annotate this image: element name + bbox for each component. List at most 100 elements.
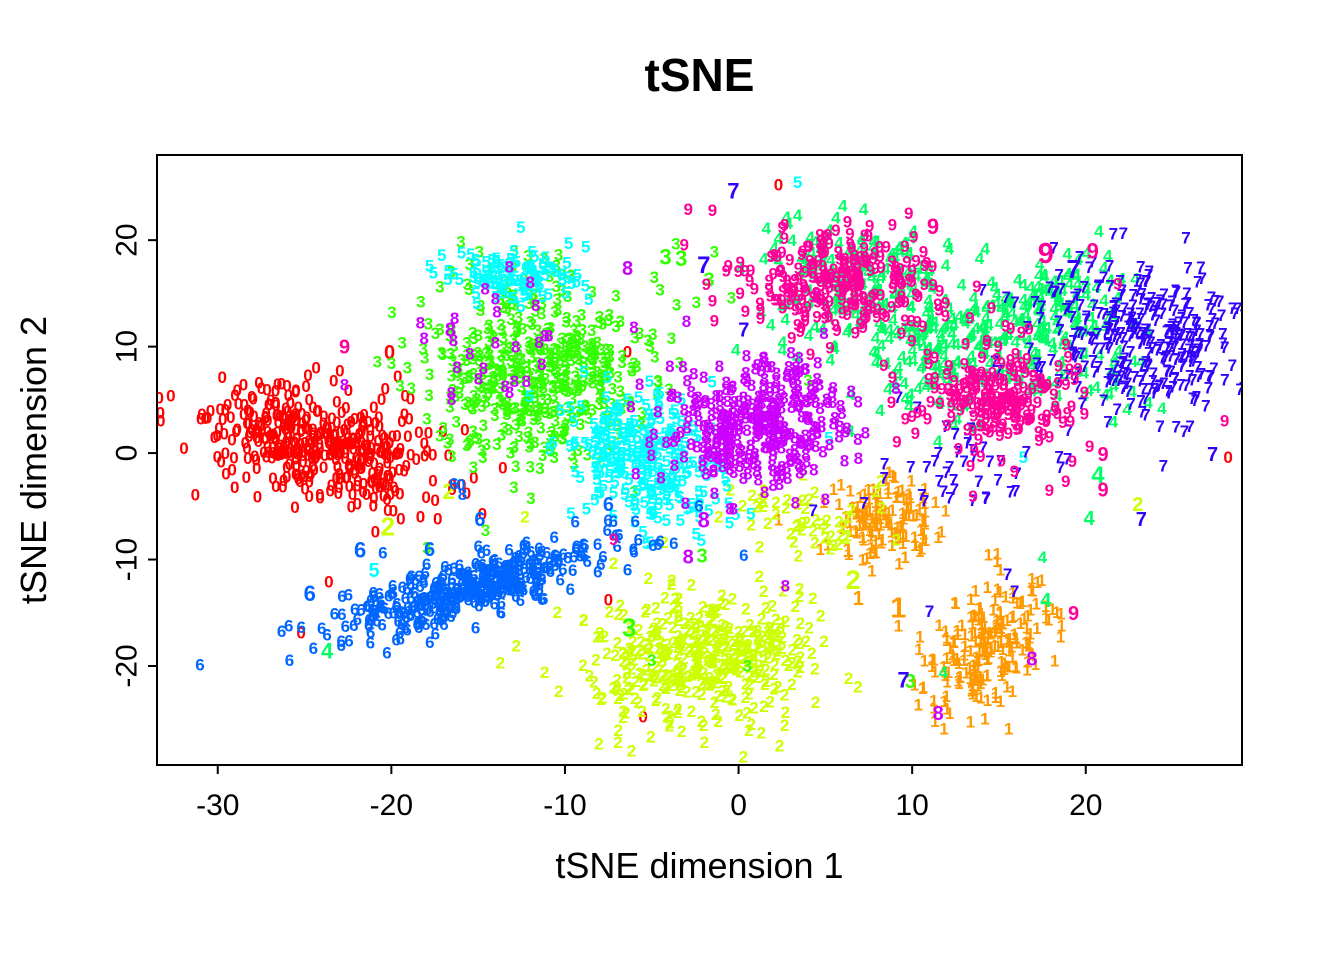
svg-text:3: 3	[560, 422, 569, 441]
svg-text:3: 3	[418, 339, 427, 358]
svg-text:2: 2	[768, 596, 777, 615]
svg-text:1: 1	[966, 713, 975, 732]
svg-text:7: 7	[1183, 259, 1192, 278]
svg-text:1: 1	[921, 531, 930, 550]
svg-text:2: 2	[753, 621, 762, 640]
svg-text:2: 2	[619, 605, 628, 624]
svg-text:1: 1	[977, 619, 986, 638]
svg-text:2: 2	[771, 493, 780, 512]
svg-text:8: 8	[834, 427, 843, 446]
svg-text:2: 2	[707, 653, 716, 672]
svg-text:0: 0	[447, 480, 456, 499]
svg-text:6: 6	[568, 561, 577, 580]
svg-text:9: 9	[831, 221, 840, 240]
svg-text:0: 0	[332, 469, 341, 488]
svg-text:2: 2	[811, 510, 820, 529]
svg-text:0: 0	[311, 359, 320, 378]
svg-text:3: 3	[560, 353, 569, 372]
svg-text:1: 1	[967, 682, 976, 701]
svg-text:3: 3	[592, 363, 601, 382]
svg-text:4: 4	[838, 302, 848, 321]
svg-text:7: 7	[1095, 304, 1104, 323]
svg-text:1: 1	[982, 650, 991, 669]
svg-text:7: 7	[1099, 391, 1108, 410]
svg-text:5: 5	[516, 218, 525, 237]
svg-text:0: 0	[385, 434, 394, 453]
svg-text:1: 1	[901, 490, 910, 509]
svg-text:0: 0	[294, 443, 303, 462]
svg-text:0: 0	[345, 477, 354, 496]
svg-text:5: 5	[564, 234, 573, 253]
svg-text:2: 2	[778, 628, 787, 647]
svg-text:1: 1	[904, 485, 913, 504]
svg-text:4: 4	[818, 258, 828, 277]
svg-text:1: 1	[996, 662, 1005, 681]
svg-text:3: 3	[468, 323, 477, 342]
svg-text:1: 1	[871, 510, 880, 529]
svg-text:0: 0	[285, 416, 294, 435]
svg-text:2: 2	[613, 721, 622, 740]
svg-text:7: 7	[920, 492, 929, 511]
svg-text:9: 9	[1049, 385, 1058, 404]
svg-text:3: 3	[557, 329, 566, 348]
svg-text:2: 2	[655, 639, 664, 658]
svg-text:3: 3	[530, 407, 539, 426]
svg-text:6: 6	[322, 625, 331, 644]
svg-text:2: 2	[636, 633, 645, 652]
svg-text:2: 2	[759, 481, 768, 500]
svg-text:0: 0	[275, 407, 284, 426]
svg-text:2: 2	[634, 621, 643, 640]
svg-text:0: 0	[433, 510, 442, 529]
svg-text:1: 1	[998, 640, 1007, 659]
svg-text:2: 2	[847, 501, 856, 520]
svg-text:3: 3	[483, 342, 492, 361]
svg-text:1: 1	[941, 501, 950, 520]
svg-text:0: 0	[420, 434, 429, 453]
svg-text:0: 0	[774, 175, 783, 194]
svg-text:7: 7	[1206, 367, 1215, 386]
svg-text:9: 9	[952, 387, 961, 406]
svg-text:0: 0	[400, 386, 409, 405]
svg-text:3: 3	[425, 365, 434, 384]
svg-text:8: 8	[822, 390, 831, 409]
svg-text:3: 3	[512, 358, 521, 377]
svg-text:1: 1	[871, 506, 880, 525]
svg-text:0: 0	[498, 458, 507, 477]
svg-text:9: 9	[708, 291, 717, 310]
svg-text:4: 4	[957, 276, 967, 295]
svg-text:0: 0	[307, 445, 316, 464]
svg-text:1: 1	[991, 688, 1000, 707]
svg-text:0: 0	[420, 446, 429, 465]
svg-text:1: 1	[978, 643, 987, 662]
svg-text:0: 0	[375, 459, 384, 478]
x-tick-label: 0	[730, 789, 747, 822]
svg-text:2: 2	[597, 690, 606, 709]
svg-text:3: 3	[543, 319, 552, 338]
svg-text:3: 3	[553, 378, 562, 397]
svg-text:3: 3	[531, 398, 540, 417]
svg-text:2: 2	[821, 519, 830, 538]
svg-text:2: 2	[745, 667, 754, 686]
svg-text:8: 8	[479, 359, 488, 378]
svg-text:2: 2	[496, 653, 505, 672]
svg-text:3: 3	[469, 387, 478, 406]
svg-text:3: 3	[596, 372, 605, 391]
svg-text:0: 0	[340, 420, 349, 439]
svg-text:0: 0	[370, 470, 379, 489]
svg-text:3: 3	[588, 337, 597, 356]
svg-text:4: 4	[810, 266, 820, 285]
svg-text:3: 3	[513, 340, 522, 359]
svg-text:2: 2	[683, 667, 692, 686]
svg-text:0: 0	[355, 424, 364, 443]
svg-text:3: 3	[460, 395, 469, 414]
svg-text:3: 3	[605, 348, 614, 367]
svg-text:3: 3	[566, 351, 575, 370]
svg-text:2: 2	[662, 643, 671, 662]
svg-text:8: 8	[682, 312, 691, 331]
svg-text:2: 2	[653, 626, 662, 645]
svg-text:3: 3	[625, 392, 634, 411]
svg-text:8: 8	[673, 388, 682, 407]
svg-text:3: 3	[550, 427, 559, 446]
svg-text:3: 3	[520, 388, 529, 407]
svg-text:3: 3	[546, 442, 555, 461]
